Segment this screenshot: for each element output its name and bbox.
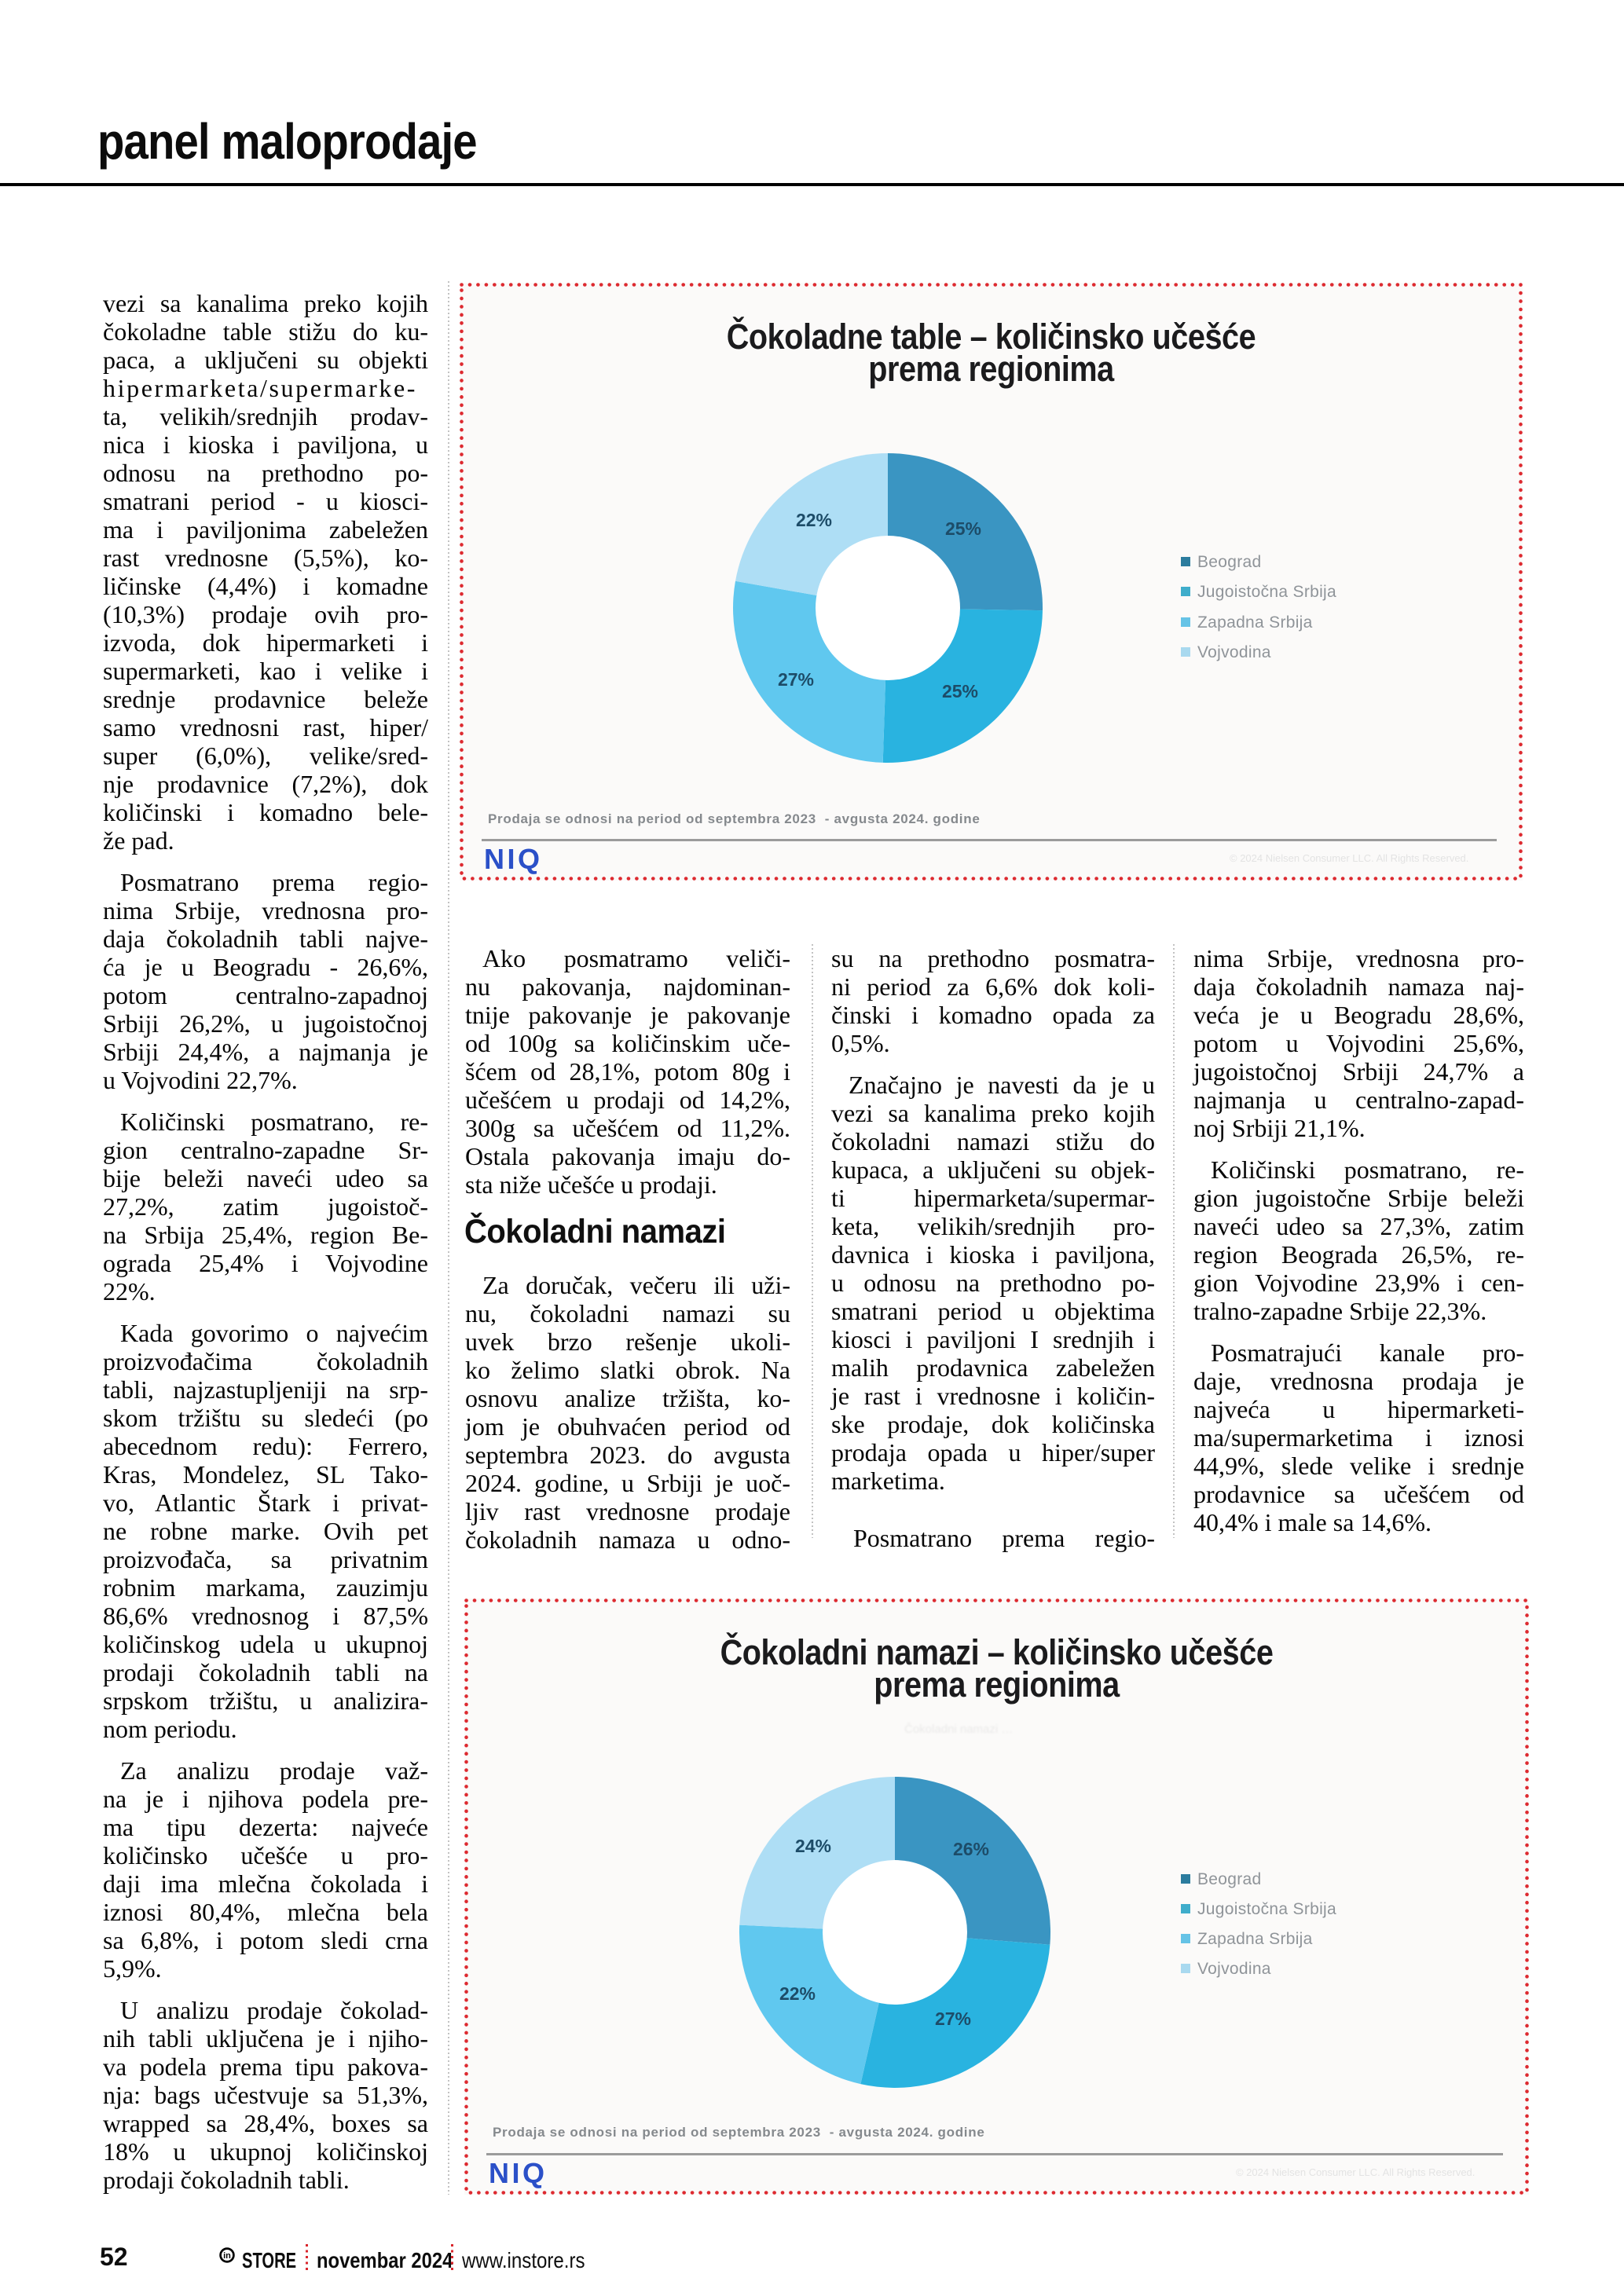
svg-text:Vojvodina: Vojvodina xyxy=(1197,643,1271,661)
svg-text:Zapadna Srbija: Zapadna Srbija xyxy=(1197,613,1313,632)
svg-text:24%: 24% xyxy=(795,1836,831,1856)
svg-text:in: in xyxy=(223,2251,231,2261)
svg-text:Beograd: Beograd xyxy=(1197,553,1262,571)
svg-text:Jugoistočna Srbija: Jugoistočna Srbija xyxy=(1197,1900,1336,1918)
svg-text:Beograd: Beograd xyxy=(1197,1870,1262,1888)
svg-text:27%: 27% xyxy=(778,669,814,690)
svg-text:22%: 22% xyxy=(779,1983,816,2004)
svg-text:22%: 22% xyxy=(796,510,832,530)
svg-text:27%: 27% xyxy=(935,2009,971,2029)
svg-text:26%: 26% xyxy=(953,1839,989,1859)
svg-text:Vojvodina: Vojvodina xyxy=(1197,1960,1271,1978)
svg-text:Jugoistočna Srbija: Jugoistočna Srbija xyxy=(1197,583,1336,601)
svg-text:25%: 25% xyxy=(945,518,981,539)
svg-text:Zapadna Srbija: Zapadna Srbija xyxy=(1197,1930,1313,1948)
svg-text:25%: 25% xyxy=(942,681,978,701)
